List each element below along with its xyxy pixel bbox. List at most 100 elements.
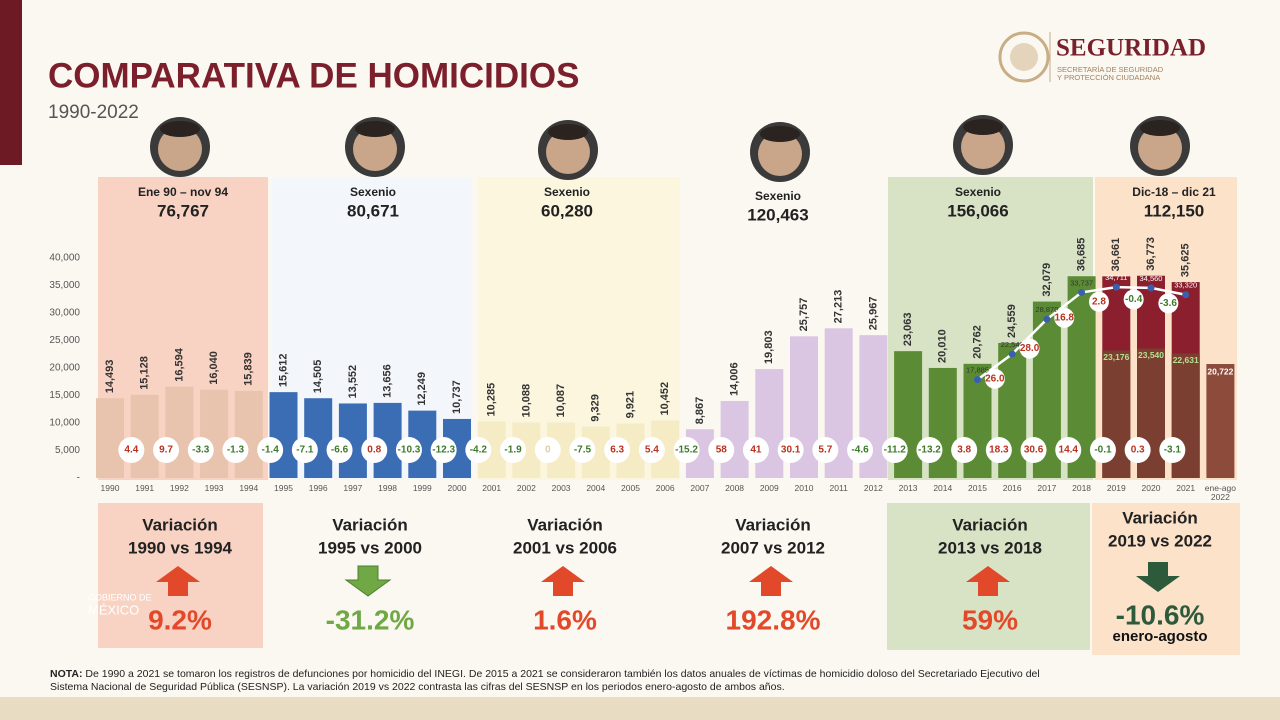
change-badge — [1020, 437, 1047, 463]
note-label: NOTA: — [50, 668, 83, 680]
x-tick-label: 2017 — [1037, 483, 1057, 493]
x-tick-label: 2010 — [794, 483, 814, 493]
change-label: 3.8 — [957, 445, 971, 456]
change-label: -0.1 — [1094, 445, 1112, 456]
period-bg — [478, 177, 680, 480]
bar — [200, 389, 229, 478]
change-label: 0.8 — [367, 445, 381, 456]
value-label: 20,010 — [937, 329, 949, 363]
sesnsp-change-badge — [984, 368, 1005, 389]
x-tick-label: 2001 — [482, 483, 502, 493]
change-badge — [708, 437, 735, 463]
y-tick-label: 5,000 — [55, 445, 80, 456]
change-badge — [812, 437, 839, 463]
variation-years: 2007 vs 2012 — [721, 538, 825, 557]
value-label: 9,329 — [590, 394, 602, 422]
x-tick-label: 2013 — [898, 483, 918, 493]
change-label: 5.7 — [818, 445, 832, 456]
x-tick-label: 1998 — [378, 483, 398, 493]
bar — [1206, 364, 1235, 478]
sesnsp-change-label: -0.4 — [1125, 294, 1143, 305]
sesnsp-label: 17,885 — [966, 366, 989, 375]
x-tick-label: 2006 — [655, 483, 675, 493]
bar — [96, 398, 124, 478]
variation-value: 9.2% — [148, 604, 212, 635]
x-tick-label: 2007 — [690, 483, 710, 493]
period-total: 120,463 — [747, 205, 808, 224]
change-badge — [118, 437, 145, 463]
sesnsp-point — [1112, 283, 1120, 291]
variation-years: 1990 vs 1994 — [128, 538, 233, 557]
emblem — [1010, 43, 1038, 71]
variation-arrow — [1136, 562, 1180, 592]
side-stripe — [0, 0, 22, 165]
change-badge — [604, 437, 631, 463]
period-total: 112,150 — [1144, 201, 1205, 220]
variation-note: enero-agosto — [1112, 628, 1207, 645]
variation-years: 2013 vs 2018 — [938, 538, 1042, 557]
change-label: -7.1 — [296, 445, 314, 456]
y-tick-label: 10,000 — [49, 418, 80, 429]
x-tick-label: 1994 — [239, 483, 259, 493]
value-label: 15,839 — [243, 352, 255, 386]
change-label: 0 — [545, 445, 551, 456]
change-badge — [1124, 437, 1151, 463]
value-label: 14,493 — [104, 360, 116, 394]
change-label: -13.2 — [918, 445, 941, 456]
portrait-hair — [548, 124, 588, 140]
change-badge — [534, 437, 561, 463]
variation-arrow — [749, 566, 793, 596]
change-badge — [951, 437, 978, 463]
period-label: Sexenio — [350, 185, 396, 199]
sesnsp-change-label: 16.8 — [1055, 312, 1075, 323]
watermark: MÉXICO — [88, 602, 139, 617]
change-label: -3.3 — [192, 445, 210, 456]
x-tick-label: 1996 — [308, 483, 328, 493]
change-badge — [361, 437, 388, 463]
x-tick-label: 2019 — [1106, 483, 1126, 493]
variation-title: Variación — [1122, 508, 1198, 527]
x-tick-label: 1997 — [343, 483, 363, 493]
period-label: Sexenio — [955, 185, 1001, 199]
sesnsp-change-badge — [1158, 293, 1179, 314]
portrait-face — [758, 132, 802, 176]
sesnsp-point — [974, 376, 981, 384]
change-badge — [291, 437, 318, 463]
value-label: 36,685 — [1076, 238, 1088, 272]
value-label: 35,625 — [1180, 243, 1192, 277]
change-badge — [500, 437, 527, 463]
change-badge — [187, 437, 214, 463]
portrait-hair — [760, 126, 800, 142]
sesnsp-label: 22,547 — [1001, 340, 1024, 349]
change-label: 18.3 — [989, 445, 1009, 456]
change-badge — [153, 437, 180, 463]
x-tick-label: 2004 — [586, 483, 606, 493]
bar — [269, 392, 298, 478]
period-total: 76,767 — [157, 201, 209, 220]
sesnsp-change-badge — [1088, 291, 1109, 312]
change-label: -15.2 — [675, 445, 698, 456]
x-tick-label: 1995 — [274, 483, 293, 493]
bar — [165, 386, 194, 478]
period-total: 60,280 — [541, 201, 593, 220]
segment-label: 22,631 — [1173, 355, 1199, 365]
variation-arrow — [966, 566, 1010, 596]
variation-title: Variación — [527, 515, 603, 534]
portrait-hair — [355, 121, 395, 137]
sesnsp-label: 34,711 — [1105, 273, 1127, 282]
change-badge — [326, 437, 353, 463]
change-badge — [742, 437, 769, 463]
portrait-hair — [160, 121, 200, 137]
change-label: 0.3 — [1131, 445, 1145, 456]
value-label: 10,737 — [451, 380, 463, 414]
value-label: 10,452 — [659, 382, 671, 416]
note-text: De 1990 a 2021 se tomaron los registros … — [50, 668, 1040, 693]
change-badge — [569, 437, 596, 463]
y-tick-label: - — [77, 473, 80, 484]
change-label: -4.2 — [470, 445, 488, 456]
change-label: 30.1 — [781, 445, 801, 456]
change-label: -4.6 — [851, 445, 869, 456]
y-tick-label: 40,000 — [49, 253, 80, 264]
